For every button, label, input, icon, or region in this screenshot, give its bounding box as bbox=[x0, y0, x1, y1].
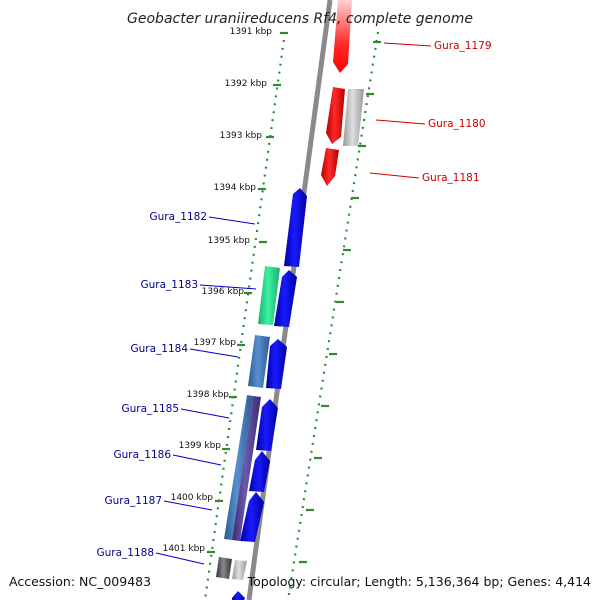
gene-feature-gura-1180[interactable] bbox=[326, 87, 345, 144]
accession-label: Accession: NC_009483 bbox=[9, 574, 151, 589]
gene-feature-gura-1184-b[interactable] bbox=[266, 339, 287, 389]
tick-label: 1395 kbp bbox=[208, 236, 251, 246]
tick-label: 1398 kbp bbox=[187, 390, 230, 400]
gene-label-gura-1183[interactable]: Gura_1183 bbox=[140, 279, 198, 291]
tick-label: 1393 kbp bbox=[220, 131, 263, 141]
gene-label-gura-1182[interactable]: Gura_1182 bbox=[149, 211, 207, 223]
gene-feature-gura-1185-b[interactable] bbox=[232, 396, 261, 541]
gene-feature-gura-1188-a[interactable] bbox=[216, 557, 232, 579]
gene-feature-gura-1181[interactable] bbox=[321, 148, 339, 186]
gene-label-gura-1180[interactable]: Gura_1180 bbox=[428, 118, 486, 130]
gene-feature-gura-1184-a[interactable] bbox=[248, 335, 270, 388]
tick-label: 1397 kbp bbox=[194, 338, 237, 348]
tick-label: 1392 kbp bbox=[225, 79, 268, 89]
gene-feature-gura-1185-c[interactable] bbox=[256, 399, 278, 451]
gene-label-gura-1188[interactable]: Gura_1188 bbox=[96, 547, 154, 559]
gene-feature-gura-1186[interactable] bbox=[249, 451, 270, 492]
forward-gene-leaders bbox=[155, 216, 257, 565]
tick-label: 1391 kbp bbox=[230, 27, 273, 37]
gene-label-gura-1187[interactable]: Gura_1187 bbox=[104, 495, 162, 507]
reverse-gene-leaders bbox=[369, 42, 432, 179]
gene-feature-gura-1187[interactable] bbox=[240, 492, 264, 542]
tick-label: 1400 kbp bbox=[171, 493, 214, 503]
gene-label-gura-1185[interactable]: Gura_1185 bbox=[121, 403, 179, 415]
gene-label-gura-1181[interactable]: Gura_1181 bbox=[422, 172, 480, 184]
tick-label: 1394 kbp bbox=[214, 183, 257, 193]
gene-feature-gura-1179[interactable] bbox=[333, 0, 352, 73]
gene-label-gura-1179[interactable]: Gura_1179 bbox=[434, 40, 492, 52]
gene-label-gura-1186[interactable]: Gura_1186 bbox=[113, 449, 171, 461]
gene-feature-gura-1185-a[interactable] bbox=[224, 395, 253, 540]
gene-feature-gura-1183-a[interactable] bbox=[258, 266, 280, 325]
gene-feature-gura-1180-pseudo[interactable] bbox=[343, 89, 364, 146]
tick-label: 1396 kbp bbox=[202, 287, 245, 297]
gene-label-gura-1184[interactable]: Gura_1184 bbox=[130, 343, 188, 355]
tick-label: 1401 kbp bbox=[163, 544, 206, 554]
scale-tick-marks bbox=[207, 31, 381, 564]
tick-label: 1399 kbp bbox=[179, 441, 222, 451]
gene-feature-gura-1183-b[interactable] bbox=[274, 270, 297, 327]
gene-feature-gura-1189[interactable] bbox=[232, 591, 245, 600]
genome-summary: Topology: circular; Length: 5,136,364 bp… bbox=[247, 574, 591, 589]
gene-feature-gura-1182[interactable] bbox=[284, 188, 307, 267]
gene-feature-gura-1188-b[interactable] bbox=[232, 560, 247, 580]
map-title: Geobacter uraniireducens Rf4, complete g… bbox=[127, 11, 473, 27]
scale-tick-labels: 1391 kbp 1392 kbp 1393 kbp 1394 kbp 1395… bbox=[163, 27, 273, 554]
